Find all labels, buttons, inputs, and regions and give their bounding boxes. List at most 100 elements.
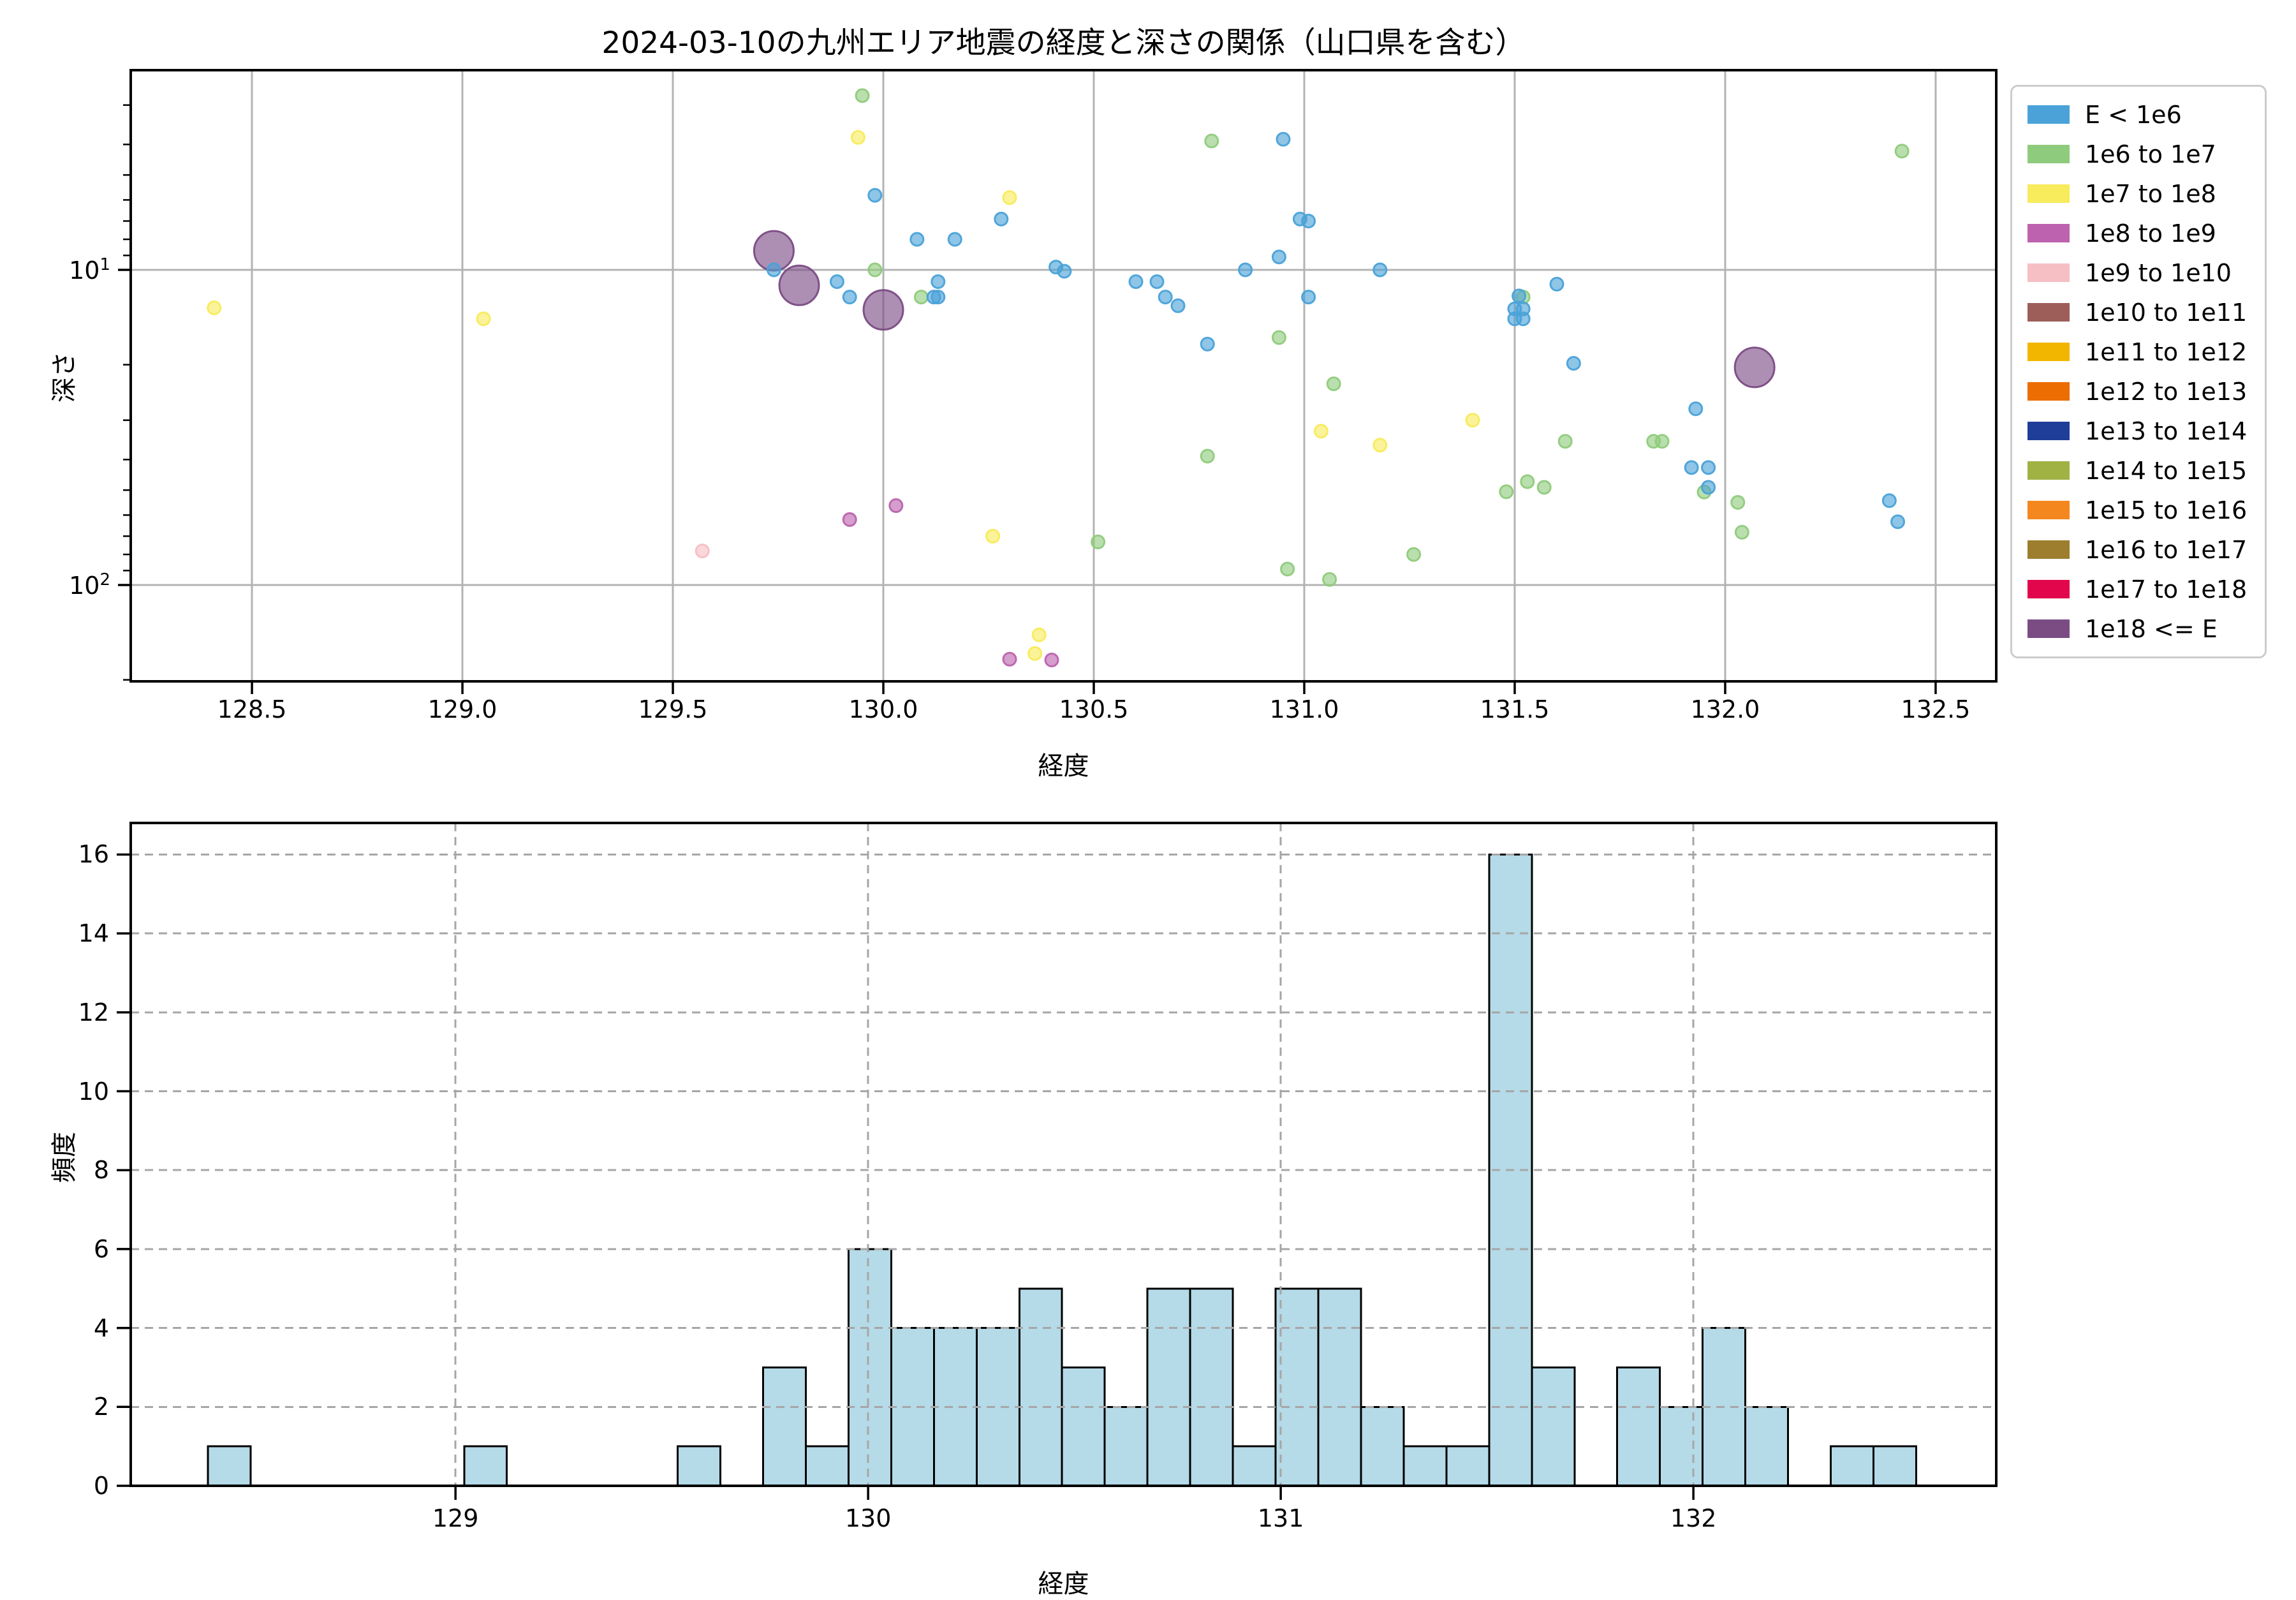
legend-label: 1e12 to 1e13 xyxy=(2085,377,2248,406)
scatter-point xyxy=(1031,627,1047,642)
histogram-canvas xyxy=(117,822,1998,1500)
histogram-bar xyxy=(975,1327,1020,1487)
scatter-point xyxy=(1512,288,1527,304)
legend-swatch-icon xyxy=(2027,501,2070,519)
legend-item: 1e11 to 1e12 xyxy=(2027,338,2247,366)
histogram-bar xyxy=(207,1445,252,1487)
scatter-point xyxy=(867,262,883,278)
legend-item: 1e18 <= E xyxy=(2027,615,2247,643)
scatter-point xyxy=(985,528,1001,544)
histogram-yaxis-label: 頻度 xyxy=(50,1132,79,1183)
legend-item: 1e17 to 1e18 xyxy=(2027,575,2248,604)
legend-label: E < 1e6 xyxy=(2085,100,2182,129)
x-tick-label: 128.5 xyxy=(217,695,287,723)
y-tick-label: 12 xyxy=(78,998,109,1026)
scatter-point xyxy=(207,300,222,316)
legend-label: 1e17 to 1e18 xyxy=(2085,575,2248,604)
legend-label: 1e11 to 1e12 xyxy=(2085,337,2248,366)
legend-swatch-icon xyxy=(2027,303,2070,322)
legend-item: 1e12 to 1e13 xyxy=(2027,377,2248,406)
scatter-point xyxy=(1515,311,1531,327)
scatter-point xyxy=(1326,376,1341,392)
scatter-point xyxy=(695,544,710,559)
legend-item: 1e6 to 1e7 xyxy=(2027,140,2247,168)
scatter-point xyxy=(1536,480,1552,495)
scatter-plot: 経度 深さ 128.5 129.0 129.5 130.0 130.5 131.0 131.… xyxy=(50,69,1998,781)
scatter-point xyxy=(867,188,883,203)
y-tick-label: 101 xyxy=(69,255,110,285)
x-tick-label: 131.0 xyxy=(1269,695,1339,723)
legend-label: 1e14 to 1e15 xyxy=(2085,456,2248,485)
scatter-point xyxy=(1499,484,1514,500)
legend-swatch-icon xyxy=(2027,105,2070,124)
chart-title: 2024-03-10の九州エリア地震の経度と深さの関係（山口県を含む） xyxy=(601,26,1526,61)
scatter-point xyxy=(1322,572,1337,587)
scatter-point xyxy=(1520,474,1535,489)
legend-swatch-icon xyxy=(2027,619,2070,638)
y-tick-label: 10 xyxy=(78,1077,109,1106)
scatter-point xyxy=(862,289,904,331)
scatter-point xyxy=(1313,424,1328,439)
legend-item: 1e9 to 1e10 xyxy=(2027,259,2247,287)
scatter-point xyxy=(1002,190,1017,205)
legend-label: 1e15 to 1e16 xyxy=(2085,496,2248,524)
histogram-bar xyxy=(1445,1445,1490,1487)
scatter-point xyxy=(1881,493,1897,508)
scatter-point xyxy=(1734,524,1749,540)
x-tick-label: 129.0 xyxy=(427,695,497,723)
histogram-bar xyxy=(762,1366,807,1487)
scatter-point xyxy=(829,274,844,289)
scatter-yaxis-label: 深さ xyxy=(50,352,79,403)
histogram-bar xyxy=(677,1445,722,1487)
histogram-xaxis-label: 経度 xyxy=(1038,1569,1089,1599)
scatter-point xyxy=(1549,276,1564,292)
scatter-point xyxy=(1701,480,1716,495)
scatter-point xyxy=(1301,290,1316,305)
legend-swatch-icon xyxy=(2027,263,2070,282)
scatter-point xyxy=(1301,213,1316,228)
legend-item: E < 1e6 xyxy=(2027,100,2247,129)
scatter-point xyxy=(1200,448,1215,464)
scatter-point xyxy=(888,498,904,514)
scatter-point xyxy=(1688,401,1704,417)
scatter-point xyxy=(913,290,929,305)
x-tick-label: 132.0 xyxy=(1690,695,1760,723)
scatter-point xyxy=(766,262,781,278)
scatter-point xyxy=(931,290,946,305)
scatter-point xyxy=(947,232,962,247)
energy-legend: E < 1e6 1e6 to 1e7 1e7 to 1e8 1e8 to 1e9 1e9… xyxy=(2010,85,2267,658)
scatter-point xyxy=(1170,298,1186,313)
scatter-point xyxy=(1557,434,1573,449)
x-tick-label: 131 xyxy=(1257,1504,1304,1532)
scatter-point xyxy=(1733,346,1776,389)
scatter-point xyxy=(1372,438,1388,453)
x-tick-label: 132.5 xyxy=(1901,695,1971,723)
x-tick-label: 132 xyxy=(1670,1504,1717,1532)
y-tick-label: 2 xyxy=(93,1393,109,1421)
histogram-bar xyxy=(1018,1287,1063,1487)
scatter-point xyxy=(1730,495,1746,510)
scatter-point xyxy=(994,211,1009,226)
scatter-point xyxy=(1684,460,1699,475)
legend-label: 1e8 to 1e9 xyxy=(2085,219,2216,248)
scatter-point xyxy=(931,274,946,289)
legend-swatch-icon xyxy=(2027,540,2070,559)
legend-label: 1e6 to 1e7 xyxy=(2085,140,2216,168)
histogram-bar xyxy=(847,1248,892,1487)
scatter-point xyxy=(1280,561,1295,577)
figure: 2024-03-10の九州エリア地震の経度と深さの関係（山口県を含む） 経度 深… xyxy=(50,26,2267,1599)
scatter-xaxis-label: 経度 xyxy=(1038,752,1089,781)
y-tick-label: 4 xyxy=(93,1314,109,1342)
histogram-bar xyxy=(463,1445,508,1487)
legend-item: 1e15 to 1e16 xyxy=(2027,496,2247,524)
x-tick-label: 131.5 xyxy=(1480,695,1550,723)
scatter-canvas xyxy=(118,69,1998,694)
scatter-point xyxy=(1701,460,1716,475)
scatter-point xyxy=(1894,144,1910,159)
scatter-point xyxy=(842,512,857,527)
scatter-point xyxy=(1027,646,1043,661)
plot-border xyxy=(129,822,1998,1487)
x-tick-label: 130.0 xyxy=(848,695,918,723)
histogram-bar xyxy=(1189,1287,1234,1487)
legend-label: 1e7 to 1e8 xyxy=(2085,179,2216,208)
